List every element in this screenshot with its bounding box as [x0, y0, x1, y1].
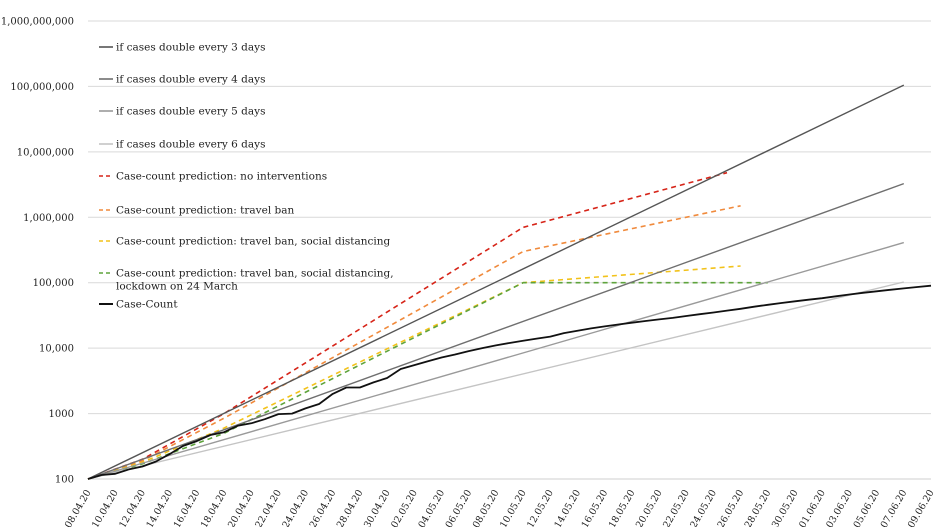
- grid-layer: [88, 20, 931, 480]
- x-tick-label: 26.04.20: [308, 488, 339, 527]
- y-tick-label: 1000: [49, 409, 74, 420]
- x-tick-label: 08.05.20: [471, 488, 502, 527]
- x-tick-label: 16.04.20: [172, 488, 203, 527]
- series-line-if-cases-double-every-6-days: [87, 281, 904, 480]
- x-tick-label: 22.05.20: [661, 488, 692, 527]
- x-tick-label: 18.05.20: [607, 488, 638, 527]
- x-tick-label: 30.04.20: [362, 488, 393, 527]
- x-tick-label: 03.06.20: [824, 488, 855, 527]
- x-tick-label: 04.05.20: [416, 488, 447, 527]
- x-tick-label: 14.05.20: [552, 488, 583, 527]
- legend-label: Case-count prediction: no interventions: [116, 171, 327, 183]
- legend-label: Case-count prediction: travel ban: [116, 205, 295, 217]
- x-tick-label: 24.05.20: [688, 488, 719, 527]
- x-tick-label: 24.04.20: [280, 488, 311, 527]
- y-tick-label: 100,000,000: [10, 82, 74, 93]
- x-tick-label: 09.06.20: [906, 488, 937, 527]
- x-tick-label: 14.04.20: [144, 488, 175, 527]
- x-tick-label: 20.04.20: [226, 488, 257, 527]
- series-line-if-cases-double-every-3-days: [87, 84, 905, 480]
- legend-label: Case-count prediction: travel ban, socia…: [116, 268, 394, 293]
- y-tick-label: 1,000,000,000: [1, 17, 74, 28]
- x-tick-label: 02.05.20: [389, 488, 420, 527]
- series-line-if-cases-double-every-5-days: [87, 241, 904, 480]
- series-line-case-count-prediction-travel-ban: [87, 205, 741, 480]
- x-tick-label: 20.05.20: [634, 488, 665, 527]
- x-tick-label: 12.04.20: [117, 488, 148, 527]
- legend-label: Case-count prediction: travel ban, socia…: [116, 236, 391, 248]
- y-tick-label: 100,000: [33, 278, 74, 289]
- x-tick-label: 28.05.20: [743, 488, 774, 527]
- legend-label: if cases double every 4 days: [116, 74, 265, 86]
- x-tick-label: 16.05.20: [580, 488, 611, 527]
- x-tick-label: 06.05.20: [444, 488, 475, 527]
- legend-label: if cases double every 5 days: [116, 106, 265, 118]
- y-axis-ticks: 100 1000 10,000 100,000 1,000,000 10,000,000 1…: [1, 17, 74, 486]
- y-tick-label: 1,000,000: [23, 213, 74, 224]
- legend-label: if cases double every 6 days: [116, 139, 265, 151]
- x-tick-label: 30.05.20: [770, 488, 801, 527]
- series-line-if-cases-double-every-4-days: [87, 182, 905, 480]
- y-tick-label: 10,000,000: [17, 147, 74, 158]
- legend-label: if cases double every 3 days: [116, 42, 265, 54]
- x-tick-label: 05.06.20: [852, 488, 883, 527]
- x-tick-label: 10.05.20: [498, 488, 529, 527]
- x-tick-label: 18.04.20: [199, 488, 230, 527]
- x-tick-label: 26.05.20: [716, 488, 747, 527]
- x-tick-label: 07.06.20: [879, 488, 910, 527]
- x-axis-ticks: 08.04.2010.04.2012.04.2014.04.2016.04.20…: [63, 488, 937, 527]
- x-tick-label: 22.04.20: [253, 488, 284, 527]
- x-tick-label: 12.05.20: [525, 488, 556, 527]
- series-layer: [87, 84, 932, 480]
- y-tick-label: 100: [55, 475, 74, 486]
- legend-label: Case-Count: [116, 299, 178, 311]
- legend: if cases double every 3 days if cases dou…: [99, 42, 394, 311]
- series-line-case-count: [87, 284, 932, 480]
- x-tick-label: 08.04.20: [63, 488, 94, 527]
- x-tick-label: 28.04.20: [335, 488, 366, 527]
- x-tick-label: 01.06.20: [797, 488, 828, 527]
- y-tick-label: 10,000: [39, 344, 74, 355]
- x-tick-label: 10.04.20: [90, 488, 121, 527]
